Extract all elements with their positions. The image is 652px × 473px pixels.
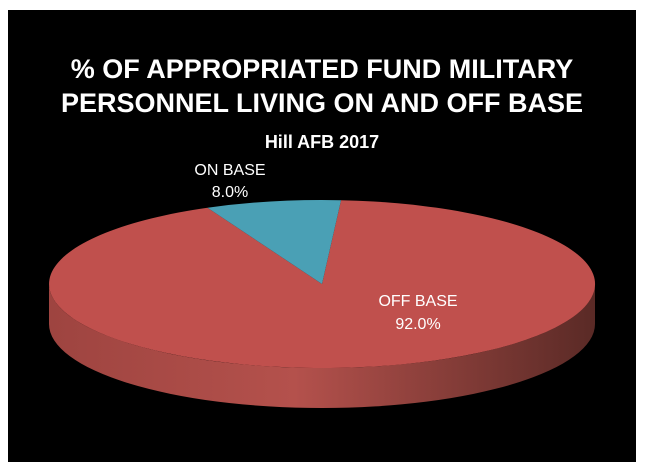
chart-title-line-1: % OF APPROPRIATED FUND MILITARY	[70, 54, 574, 84]
chart-subtitle: Hill AFB 2017	[264, 132, 380, 152]
chart-title-line-2: PERSONNEL LIVING ON AND OFF BASE	[60, 88, 584, 118]
data-label-on-base-value: 8.0%	[212, 184, 248, 201]
data-label-off-base-name: OFF BASE	[378, 293, 457, 310]
chart-area: % OF APPROPRIATED FUND MILITARY PERSONNE…	[8, 10, 636, 462]
data-label-off-base-value: 92.0%	[395, 316, 440, 333]
data-label-on-base-name: ON BASE	[194, 162, 265, 179]
pie-chart: ON BASE 8.0% OFF BASE 92.0%	[49, 162, 596, 408]
pie-slice-off-base	[49, 200, 596, 368]
chart-title: % OF APPROPRIATED FUND MILITARY PERSONNE…	[8, 52, 636, 120]
pie-side-off-base	[49, 284, 595, 408]
pie-slice-on-base	[207, 199, 342, 284]
